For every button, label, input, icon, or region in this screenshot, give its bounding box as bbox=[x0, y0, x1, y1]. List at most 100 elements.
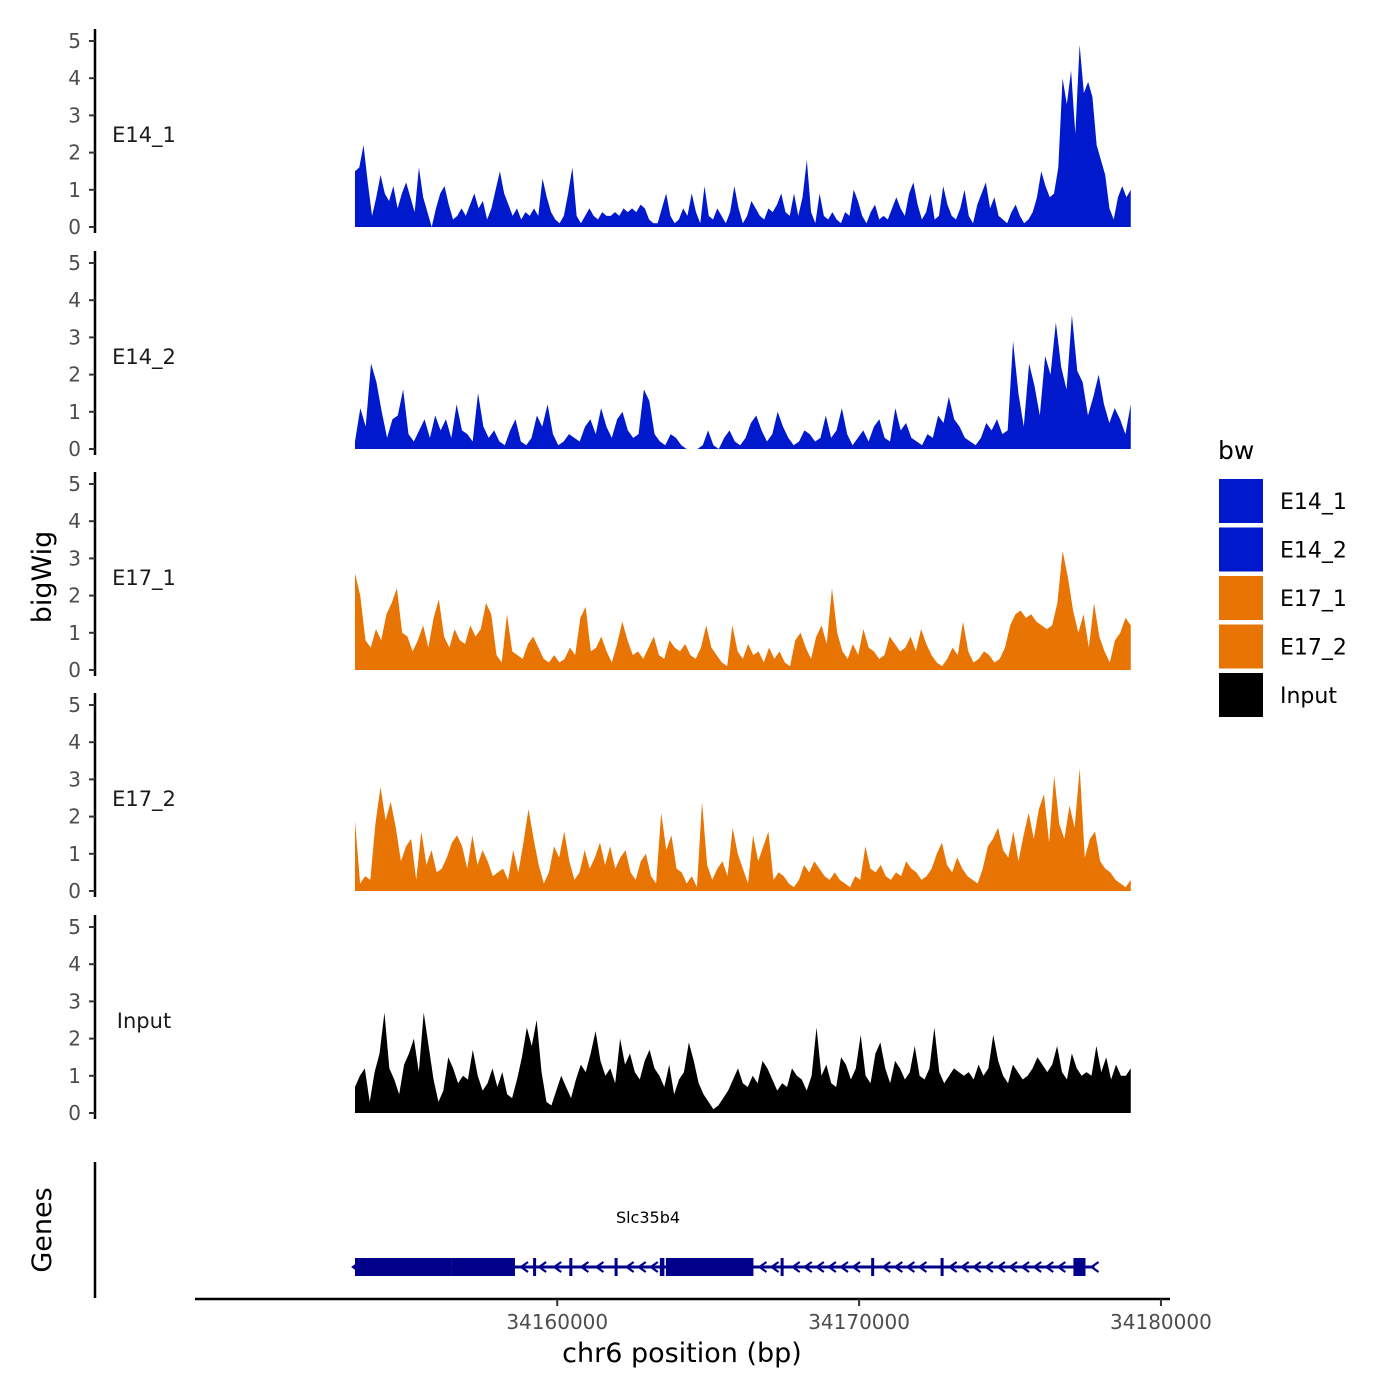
gene-exon bbox=[940, 1258, 944, 1276]
strand-arrow bbox=[802, 1261, 813, 1273]
y-tick-label: 1 bbox=[68, 400, 81, 424]
y-tick-label: 0 bbox=[68, 215, 81, 239]
track-label: E17_2 bbox=[112, 787, 176, 812]
legend-label: E17_2 bbox=[1280, 636, 1347, 661]
y-tick-label: 3 bbox=[68, 546, 81, 570]
x-axis-title: chr6 position (bp) bbox=[562, 1338, 802, 1369]
gene-exon bbox=[665, 1258, 754, 1276]
strand-arrow bbox=[636, 1261, 647, 1273]
coverage-area-E14_2 bbox=[354, 315, 1131, 449]
legend-title: bw bbox=[1218, 436, 1254, 465]
legend-swatch bbox=[1217, 671, 1265, 719]
y-tick-label: 5 bbox=[68, 915, 81, 939]
y-tick-label: 5 bbox=[68, 693, 81, 717]
gene-exon bbox=[451, 1258, 515, 1276]
strand-arrow bbox=[519, 1261, 529, 1273]
y-tick-label: 2 bbox=[68, 141, 81, 165]
y-axis-title: bigWig bbox=[27, 531, 58, 624]
strand-arrow bbox=[790, 1261, 801, 1273]
strand-arrow bbox=[1056, 1261, 1066, 1273]
genes-axis-title: Genes bbox=[27, 1187, 58, 1272]
strand-arrow bbox=[959, 1261, 970, 1273]
gene-label: Slc35b4 bbox=[616, 1208, 680, 1227]
strand-arrow bbox=[814, 1261, 825, 1273]
legend-swatch bbox=[1217, 525, 1265, 574]
y-tick-label: 4 bbox=[68, 288, 81, 312]
y-tick-label: 1 bbox=[68, 842, 81, 866]
track-E14_1: 0 1 2 3 4 5 E14_1 bbox=[68, 29, 1131, 239]
gene-exon bbox=[780, 1258, 784, 1276]
strand-arrow bbox=[757, 1261, 768, 1273]
legend-swatch bbox=[1217, 477, 1265, 525]
coverage-area-E17_1 bbox=[354, 550, 1131, 670]
y-tick-label: 3 bbox=[68, 767, 81, 791]
strand-arrow bbox=[983, 1261, 994, 1273]
legend-item-E17_1: E17_1 bbox=[1217, 574, 1347, 622]
y-tick-label: 1 bbox=[68, 1064, 81, 1088]
x-tick-label: 34170000 bbox=[808, 1310, 910, 1334]
y-tick-label: 4 bbox=[68, 66, 81, 90]
gene-exon bbox=[659, 1258, 665, 1276]
y-tick-label: 4 bbox=[68, 730, 81, 754]
y-tick-label: 0 bbox=[68, 437, 81, 461]
strand-arrow bbox=[1020, 1261, 1030, 1273]
track-label: E14_1 bbox=[112, 123, 176, 148]
track-label: E17_1 bbox=[112, 566, 176, 591]
strand-arrow bbox=[893, 1261, 903, 1273]
strand-arrow bbox=[769, 1261, 780, 1273]
strand-arrow bbox=[594, 1261, 605, 1273]
gene-exon bbox=[614, 1258, 618, 1276]
strand-arrow bbox=[917, 1261, 928, 1273]
legend-item-E17_2: E17_2 bbox=[1217, 622, 1347, 671]
coverage-tracks: 0 1 2 3 4 5 E14_1 0 1 2 3 4 5 E14_2 0 1 2 3 4 5 E17_1 0 1 2 3 4 5 E… bbox=[68, 29, 1131, 1125]
coverage-area-E14_1 bbox=[354, 44, 1131, 227]
strand-arrow bbox=[1008, 1261, 1018, 1273]
legend-item-E14_1: E14_1 bbox=[1217, 477, 1347, 525]
y-tick-label: 2 bbox=[68, 363, 81, 387]
y-tick-label: 2 bbox=[68, 1027, 81, 1051]
strand-arrow bbox=[881, 1261, 891, 1273]
strand-arrow bbox=[839, 1261, 849, 1273]
y-tick-label: 5 bbox=[68, 472, 81, 496]
strand-arrow bbox=[648, 1261, 659, 1273]
coverage-area-E17_2 bbox=[354, 768, 1131, 891]
strand-arrow bbox=[851, 1261, 861, 1273]
track-Input: 0 1 2 3 4 5 Input bbox=[68, 915, 1131, 1125]
strand-arrow bbox=[1089, 1261, 1100, 1273]
strand-arrow bbox=[537, 1261, 547, 1273]
strand-arrow bbox=[1032, 1261, 1042, 1273]
legend: bw E14_1 E14_2 E17_1 E17_2 Input bbox=[1217, 436, 1347, 719]
y-tick-label: 0 bbox=[68, 658, 81, 682]
y-tick-label: 0 bbox=[68, 879, 81, 903]
legend-label: E17_1 bbox=[1280, 587, 1347, 612]
y-tick-label: 4 bbox=[68, 509, 81, 533]
y-tick-label: 2 bbox=[68, 805, 81, 829]
x-tick-label: 34160000 bbox=[506, 1310, 608, 1334]
strand-arrow bbox=[624, 1261, 635, 1273]
legend-item-E14_2: E14_2 bbox=[1217, 525, 1347, 574]
y-tick-label: 3 bbox=[68, 103, 81, 127]
x-axis: chr6 position (bp) 34160000 34170000 34180… bbox=[195, 1297, 1212, 1369]
legend-swatch bbox=[1217, 622, 1265, 671]
track-E17_2: 0 1 2 3 4 5 E17_2 bbox=[68, 693, 1131, 903]
legend-label: E14_1 bbox=[1280, 490, 1347, 515]
y-tick-label: 4 bbox=[68, 952, 81, 976]
y-tick-label: 3 bbox=[68, 325, 81, 349]
gene-exon bbox=[533, 1258, 537, 1276]
strand-arrow bbox=[351, 1261, 361, 1273]
strand-arrow bbox=[1044, 1261, 1054, 1273]
legend-item-Input: Input bbox=[1217, 671, 1337, 719]
x-tick-label: 34180000 bbox=[1110, 1310, 1212, 1334]
legend-swatch bbox=[1217, 574, 1265, 622]
gene-exon bbox=[354, 1258, 452, 1276]
y-tick-label: 3 bbox=[68, 989, 81, 1013]
legend-label: Input bbox=[1280, 684, 1337, 709]
gene-track: Slc35b4 bbox=[93, 1162, 1100, 1298]
y-tick-label: 1 bbox=[68, 178, 81, 202]
strand-arrow bbox=[552, 1261, 562, 1273]
strand-arrow bbox=[827, 1261, 837, 1273]
strand-arrow bbox=[947, 1261, 958, 1273]
gene-exon bbox=[1073, 1258, 1086, 1276]
